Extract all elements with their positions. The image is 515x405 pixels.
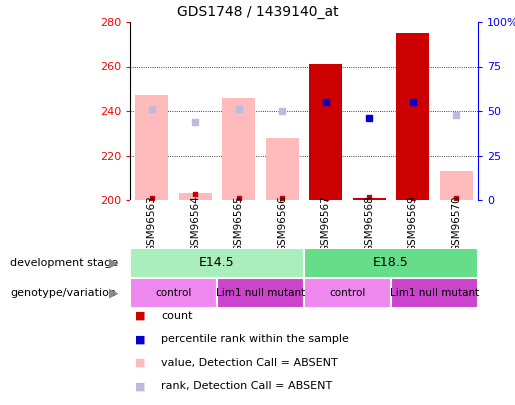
Text: genotype/variation: genotype/variation xyxy=(10,288,116,298)
Text: GSM96568: GSM96568 xyxy=(364,196,374,252)
Text: GSM96569: GSM96569 xyxy=(408,196,418,252)
Text: ▶: ▶ xyxy=(109,286,119,300)
Text: ■: ■ xyxy=(135,382,146,392)
Bar xyxy=(130,278,217,308)
Text: control: control xyxy=(156,288,192,298)
Text: GSM96570: GSM96570 xyxy=(451,196,461,252)
Text: percentile rank within the sample: percentile rank within the sample xyxy=(161,335,349,345)
Bar xyxy=(391,278,478,308)
Bar xyxy=(397,33,429,200)
Text: Lim1 null mutant: Lim1 null mutant xyxy=(216,288,305,298)
Bar xyxy=(179,193,212,200)
Text: GSM96567: GSM96567 xyxy=(321,196,331,252)
Text: ■: ■ xyxy=(135,358,146,368)
Text: value, Detection Call = ABSENT: value, Detection Call = ABSENT xyxy=(161,358,338,368)
Bar xyxy=(353,198,386,200)
Bar xyxy=(310,64,342,200)
Bar xyxy=(222,98,255,200)
Text: E18.5: E18.5 xyxy=(373,256,409,269)
Bar xyxy=(266,138,299,200)
Text: development stage: development stage xyxy=(10,258,118,268)
Bar xyxy=(135,96,168,200)
Text: E14.5: E14.5 xyxy=(199,256,235,269)
Text: ■: ■ xyxy=(135,311,146,321)
Text: ■: ■ xyxy=(135,335,146,345)
Bar xyxy=(217,278,304,308)
Text: control: control xyxy=(329,288,366,298)
Text: ▶: ▶ xyxy=(109,256,119,269)
Text: GSM96564: GSM96564 xyxy=(190,196,200,252)
Text: GDS1748 / 1439140_at: GDS1748 / 1439140_at xyxy=(177,5,338,19)
Bar xyxy=(304,278,391,308)
Text: GSM96563: GSM96563 xyxy=(147,196,157,252)
Text: GSM96565: GSM96565 xyxy=(234,196,244,252)
Text: rank, Detection Call = ABSENT: rank, Detection Call = ABSENT xyxy=(161,382,332,392)
Text: Lim1 null mutant: Lim1 null mutant xyxy=(390,288,479,298)
Text: count: count xyxy=(161,311,193,321)
Bar xyxy=(130,248,304,278)
Bar xyxy=(440,171,473,200)
Bar xyxy=(304,248,478,278)
Text: GSM96566: GSM96566 xyxy=(277,196,287,252)
